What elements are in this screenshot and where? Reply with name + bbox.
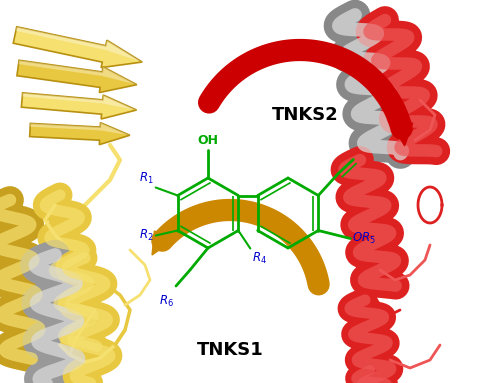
Text: $R_6$: $R_6$: [159, 294, 174, 309]
Text: $R_1$: $R_1$: [139, 170, 154, 185]
Polygon shape: [30, 123, 130, 145]
Polygon shape: [14, 27, 142, 68]
Text: OH: OH: [198, 134, 218, 147]
Polygon shape: [30, 123, 130, 135]
Polygon shape: [18, 60, 137, 85]
Polygon shape: [152, 231, 172, 255]
Polygon shape: [16, 27, 142, 62]
Polygon shape: [22, 93, 136, 110]
Polygon shape: [17, 60, 137, 93]
Text: $OR_5$: $OR_5$: [352, 231, 376, 246]
Polygon shape: [22, 93, 136, 119]
Text: $R_4$: $R_4$: [252, 250, 267, 265]
Text: $R_2$: $R_2$: [139, 228, 154, 243]
Polygon shape: [392, 123, 412, 146]
Text: TNKS2: TNKS2: [272, 106, 338, 124]
Text: TNKS1: TNKS1: [196, 341, 264, 359]
